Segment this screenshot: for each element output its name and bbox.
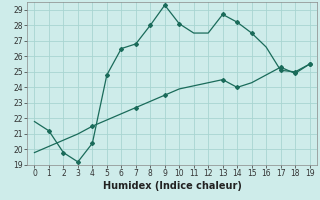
X-axis label: Humidex (Indice chaleur): Humidex (Indice chaleur) <box>103 181 241 191</box>
